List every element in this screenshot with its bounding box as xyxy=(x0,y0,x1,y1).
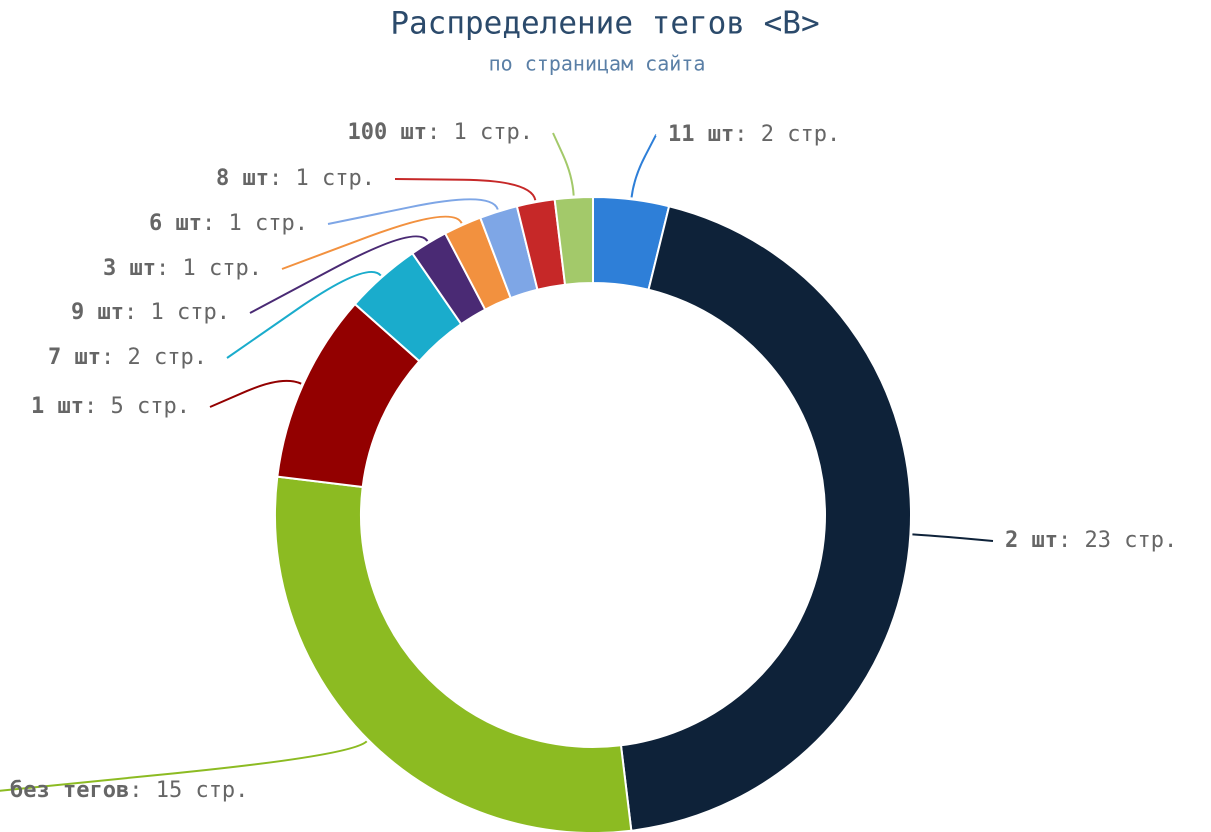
chart-subtitle: по страницам сайта xyxy=(489,52,706,76)
data-label: 11 шт: 2 стр. xyxy=(668,122,840,147)
label-value: : 2 стр. xyxy=(101,345,207,370)
label-name: 100 шт xyxy=(348,120,427,145)
data-label: 2 шт: 23 стр. xyxy=(1005,528,1177,553)
leader-line xyxy=(249,235,429,314)
leader-line xyxy=(552,132,575,196)
data-label: 9 шт: 1 стр. xyxy=(71,300,230,325)
label-value: : 15 стр. xyxy=(129,778,248,803)
data-label: 7 шт: 2 стр. xyxy=(48,345,207,370)
label-name: 3 шт xyxy=(103,256,156,281)
label-name: 8 шт xyxy=(216,166,269,191)
label-name: 6 шт xyxy=(149,211,202,236)
leader-line xyxy=(394,178,537,201)
label-name: 2 шт xyxy=(1005,528,1058,553)
label-name: 7 шт xyxy=(48,345,101,370)
label-name: 11 шт xyxy=(668,122,734,147)
label-value: : 1 стр. xyxy=(156,256,262,281)
leader-line xyxy=(630,134,657,198)
leader-line xyxy=(327,198,499,225)
data-label: без тегов: 15 стр. xyxy=(10,778,248,803)
data-label: 100 шт: 1 стр. xyxy=(348,120,533,145)
label-value: : 1 стр. xyxy=(202,211,308,236)
label-value: : 1 стр. xyxy=(269,166,375,191)
data-label: 6 шт: 1 стр. xyxy=(149,211,308,236)
donut-segment xyxy=(274,475,633,832)
chart-title: Распределение тегов <B> xyxy=(390,6,819,42)
leader-line xyxy=(912,533,994,542)
label-name: 1 шт xyxy=(31,394,84,419)
donut-segment xyxy=(619,205,912,832)
label-name: без тегов xyxy=(10,778,129,803)
leader-line xyxy=(209,379,302,408)
donut-segment xyxy=(553,195,594,286)
label-value: : 5 стр. xyxy=(84,394,190,419)
label-value: : 1 стр. xyxy=(427,120,533,145)
data-label: 8 шт: 1 стр. xyxy=(216,166,375,191)
label-value: : 23 стр. xyxy=(1058,528,1177,553)
leader-line xyxy=(226,271,382,359)
leader-line xyxy=(0,740,368,792)
data-label: 3 шт: 1 стр. xyxy=(103,256,262,281)
label-value: : 2 стр. xyxy=(734,122,840,147)
label-name: 9 шт xyxy=(71,300,124,325)
data-label: 1 шт: 5 стр. xyxy=(31,394,190,419)
label-value: : 1 стр. xyxy=(124,300,230,325)
leader-line xyxy=(281,215,463,270)
